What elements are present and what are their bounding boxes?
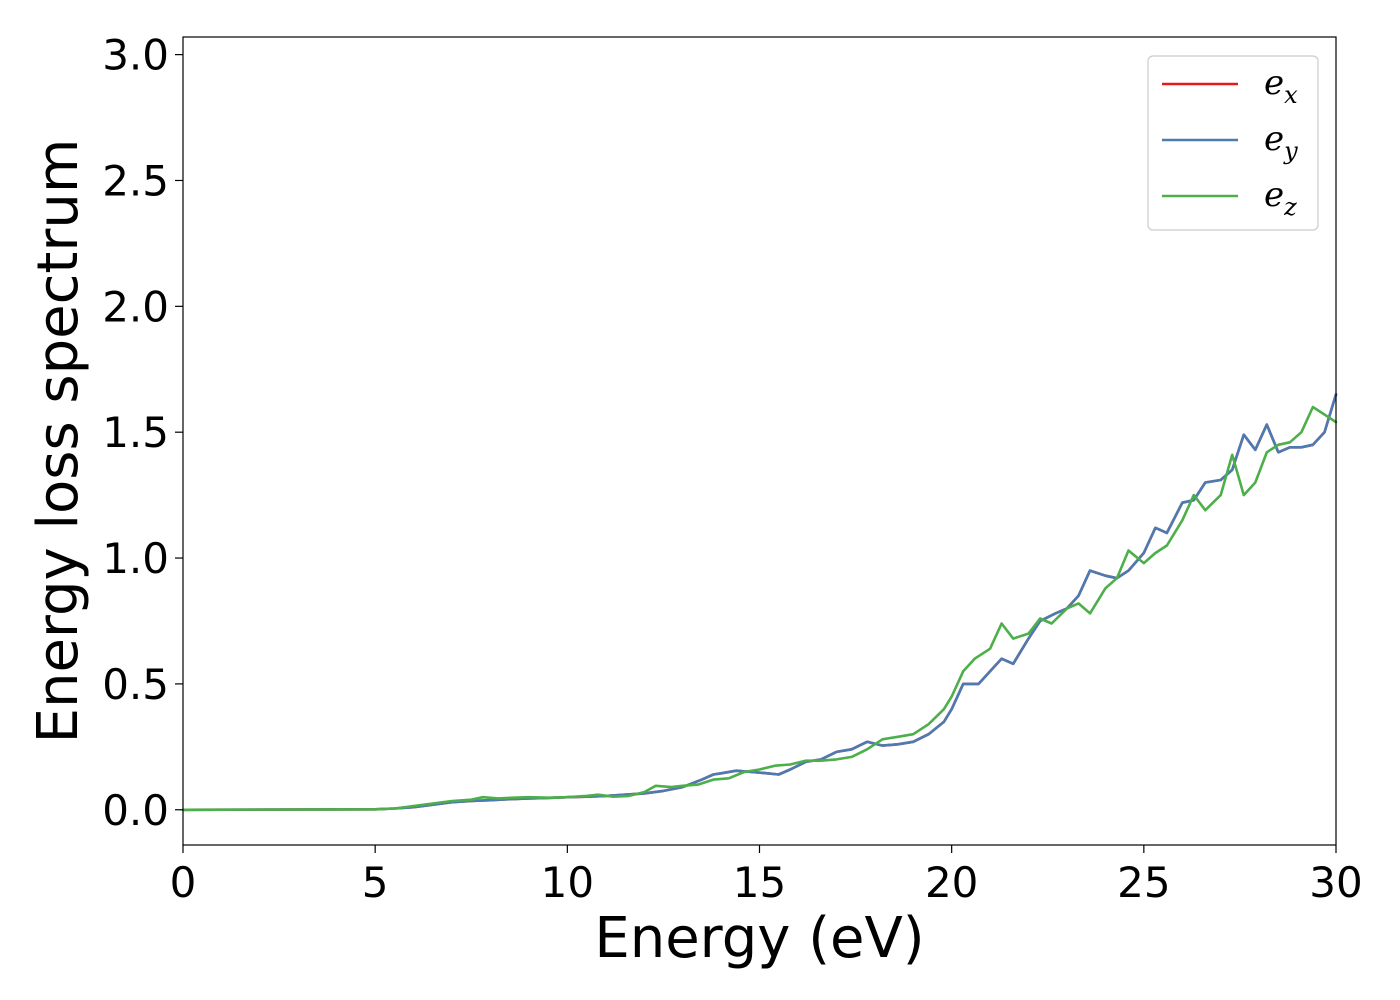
y-axis-title: Energy loss spectrum: [26, 139, 91, 744]
x-tick-label: 20: [925, 858, 978, 907]
series-line-z: [181, 405, 1338, 812]
legend-box: [1147, 55, 1319, 231]
y-tick-label: 1.5: [102, 408, 169, 457]
x-tick-label: 25: [1117, 858, 1170, 907]
y-tick-label: 2.5: [102, 156, 169, 205]
plot-background: [183, 37, 1336, 845]
x-tick-label: 15: [733, 858, 786, 907]
x-tick-label: 0: [170, 858, 197, 907]
legend-label-z: ez: [1264, 175, 1297, 221]
legend-label-x: ex: [1264, 63, 1298, 109]
y-axis: 0.0 0.5 1.0 1.5 2.0 2.5 3.0: [102, 31, 183, 835]
x-tick-label: 10: [541, 858, 594, 907]
x-tick-label: 5: [362, 858, 389, 907]
x-axis-title: Energy (eV): [594, 906, 924, 971]
x-tick-label: 30: [1309, 858, 1362, 907]
legend-label-y: ey: [1264, 119, 1298, 165]
y-tick-label: 0.5: [102, 660, 169, 709]
legend: ex ey ez: [1147, 55, 1319, 231]
x-axis: 0 5 10 15 20 25 30: [170, 845, 1363, 907]
y-tick-label: 3.0: [102, 31, 169, 80]
y-tick-label: 2.0: [102, 282, 169, 331]
y-tick-label: 0.0: [102, 786, 169, 835]
y-tick-label: 1.0: [102, 534, 169, 583]
series-layer: [181, 393, 1338, 812]
